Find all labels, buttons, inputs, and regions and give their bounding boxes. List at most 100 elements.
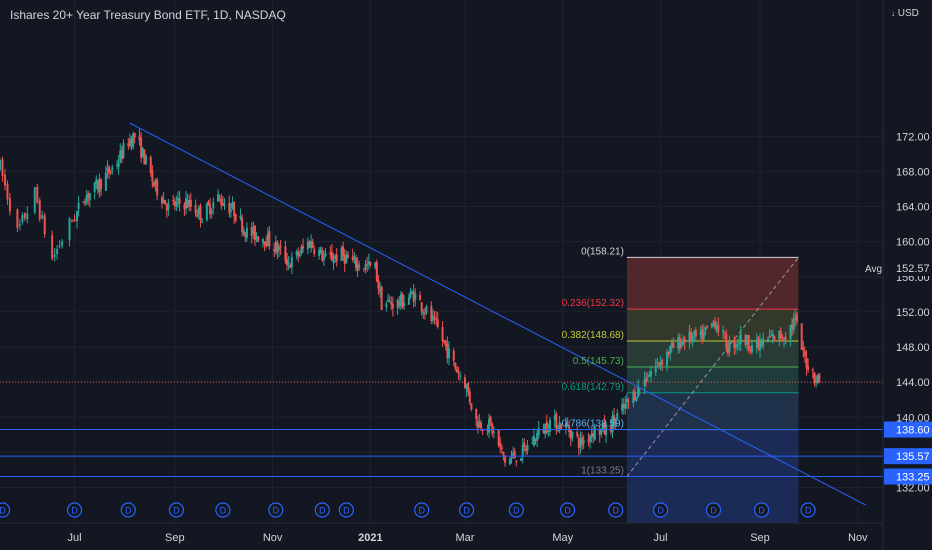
candle-body (710, 323, 713, 328)
candle-body (403, 302, 406, 306)
dividend-marker[interactable]: D (652, 502, 669, 518)
dividend-marker[interactable]: D (458, 502, 475, 518)
candle-body (646, 379, 649, 381)
candle-body (278, 247, 281, 251)
price-label-box[interactable] (884, 448, 932, 465)
candle-body (781, 336, 784, 339)
fib-level-label: 0.382(148.68) (562, 330, 624, 341)
candle-body (579, 438, 582, 448)
candle-body (26, 213, 29, 219)
candle-body (306, 241, 309, 250)
candle-body (669, 346, 672, 355)
candle-body (657, 362, 660, 366)
candle-body (767, 338, 770, 341)
time-tick-label: Jul (67, 532, 81, 544)
candle-body (728, 341, 731, 352)
candle-body (298, 254, 301, 257)
candle-body (342, 246, 345, 256)
candle-body (311, 241, 314, 248)
dividend-marker[interactable]: D (608, 502, 624, 518)
dividend-marker[interactable]: D (559, 502, 576, 518)
candle-body (120, 149, 123, 159)
candle-body (524, 448, 527, 451)
dividend-circle (458, 502, 475, 518)
dividend-marker[interactable]: D (414, 502, 430, 518)
candle-body (452, 350, 455, 361)
dividend-marker[interactable]: D (800, 502, 816, 518)
candle-body (117, 162, 120, 167)
candle-body (186, 199, 189, 208)
candle-body (600, 428, 603, 435)
candle-body (603, 422, 606, 434)
candle-body (433, 316, 436, 318)
dividend-label: D (418, 506, 425, 516)
candle-body (454, 362, 457, 369)
price-tick-label: 152.00 (896, 307, 930, 319)
price-label-box[interactable] (884, 468, 932, 485)
dividend-marker[interactable]: D (268, 502, 284, 518)
candle-body (690, 331, 693, 343)
candle-body (265, 242, 268, 246)
price-label-box[interactable] (884, 421, 932, 438)
candle-body (627, 401, 630, 403)
trendline-layer[interactable] (129, 122, 867, 506)
candle-body (53, 254, 56, 257)
dividend-circle (705, 502, 722, 518)
dividend-marker[interactable]: D (508, 502, 524, 518)
dividend-marker[interactable]: D (66, 502, 83, 518)
dividend-marker[interactable]: D (120, 502, 136, 518)
candle-body (220, 198, 223, 205)
dividend-marker[interactable]: D (0, 502, 11, 518)
dividend-circle (120, 502, 136, 518)
candle-body (345, 255, 348, 263)
candle-body (374, 262, 377, 268)
candle-body (233, 202, 236, 217)
candle-body (613, 415, 616, 424)
candle-body (688, 331, 691, 343)
dividend-marker[interactable]: D (338, 502, 354, 518)
fibonacci-zones (626, 257, 799, 523)
candle-body (185, 198, 188, 209)
candle-body (133, 133, 136, 138)
candle-body (605, 425, 608, 436)
price-axis[interactable]: 172.00168.00164.00160.00156.00152.00148.… (861, 0, 932, 550)
candle-body (250, 226, 253, 236)
horizontal-lines[interactable] (0, 381, 883, 478)
candle-body (553, 415, 556, 421)
candle-body (805, 357, 808, 368)
candle-body (446, 343, 449, 359)
dividend-marker[interactable]: D (215, 502, 231, 518)
candle-body (140, 137, 143, 158)
dividend-marker[interactable]: D (705, 502, 722, 518)
candle-body (545, 421, 548, 433)
candle-body (95, 179, 98, 184)
time-axis[interactable]: Jul Sep Nov 2021 Mar May Jul Sep Nov (0, 522, 883, 544)
candle-body (589, 435, 592, 443)
candle-body (807, 366, 810, 370)
dividend-marker[interactable]: D (753, 502, 770, 518)
dividend-marker[interactable]: D (168, 502, 185, 518)
trendline[interactable] (129, 122, 867, 506)
candle-body (178, 198, 181, 204)
candle-body (354, 258, 357, 269)
currency-selector[interactable]: ↓ USD (891, 8, 919, 19)
candle-body (36, 187, 39, 203)
candle-body (321, 250, 324, 261)
candle-body (244, 232, 247, 238)
dividend-marker[interactable]: D (314, 502, 330, 518)
candle-body (564, 422, 567, 428)
candle-body (1, 159, 4, 176)
candle-body (132, 133, 135, 148)
candle-body (268, 231, 271, 247)
candle-body (702, 331, 705, 339)
candle-body (217, 194, 220, 202)
candle-body (556, 429, 559, 431)
candle-body (343, 254, 346, 265)
candle-body (815, 380, 818, 383)
dividend-circle (268, 502, 284, 518)
candle-body (151, 170, 154, 182)
candle-body (205, 203, 208, 221)
candle-body (109, 171, 112, 173)
